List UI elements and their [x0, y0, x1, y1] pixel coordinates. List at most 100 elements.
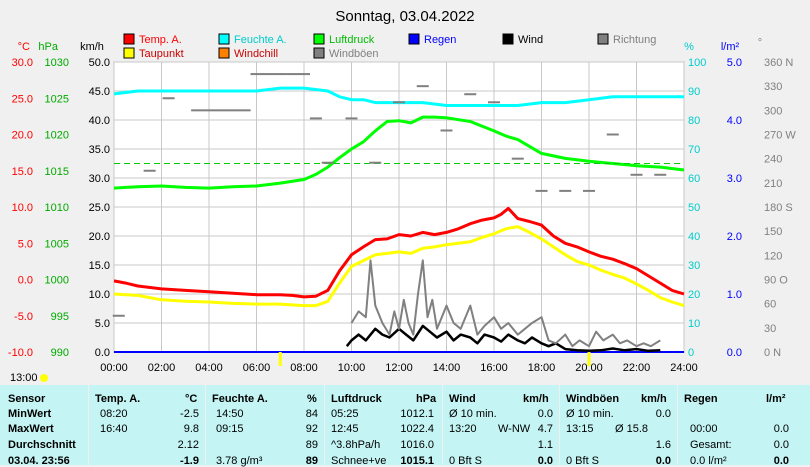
humidity-tick-label: 50 — [688, 202, 700, 214]
series-richtung-point — [226, 109, 239, 112]
header-rain: Regen — [684, 393, 718, 405]
header-press: Luftdruck — [331, 393, 382, 405]
humidity-tick-label: 20 — [688, 289, 700, 301]
direction-tick-label: 180 S — [764, 202, 793, 214]
humidity-tick-label: 0 — [688, 347, 694, 359]
temp-tick-label: -5.0 — [14, 311, 33, 323]
legend-swatch — [218, 47, 230, 59]
temp-tick-label: 30.0 — [12, 57, 33, 69]
stat-wind-value: 1.1 — [537, 439, 553, 451]
stat-rain-time: 0.0 l/m² — [690, 455, 727, 467]
direction-tick-label: 330 — [764, 81, 782, 93]
legend-swatch — [597, 33, 609, 45]
series-richtung-point — [393, 101, 405, 104]
series-richtung-point — [274, 73, 287, 76]
legend-label: Luftdruck — [329, 34, 375, 46]
legend-swatch — [502, 33, 514, 45]
stat-press-value: 1022.4 — [400, 423, 434, 435]
series-richtung-point — [559, 189, 572, 192]
temp-tick-label: 5.0 — [18, 238, 33, 250]
humidity-tick-label: 70 — [688, 144, 700, 156]
legend: Temp. A. Feuchte A. Luftdruck Regen Wind Rich… — [123, 33, 656, 60]
rain-unit-label: l/m² — [721, 41, 740, 53]
legend-label: Windböen — [329, 48, 379, 60]
series-richtung-point — [298, 73, 310, 76]
stat-rain-time: Gesamt: — [690, 439, 732, 451]
header-wind: Wind — [449, 393, 476, 405]
legend-label: Feuchte A. — [234, 34, 287, 46]
stat-rain-value: 0.0 — [773, 423, 789, 435]
humidity-tick-label: 80 — [688, 115, 700, 127]
series-feuchte-a- — [113, 86, 684, 107]
legend-label: Wind — [518, 34, 543, 46]
stat-temp-value: 2.12 — [177, 439, 199, 451]
stat-press-time: 05:25 — [331, 408, 359, 420]
stat-hum-value: 89 — [305, 439, 318, 451]
wind-tick-label: 25.0 — [89, 202, 110, 214]
direction-tick-label: 30 — [764, 323, 776, 335]
humidity-tick-label: 30 — [688, 260, 700, 272]
stat-hum-value: 84 — [305, 408, 318, 420]
series-richtung-point — [630, 173, 643, 176]
pressure-tick-label: 1020 — [45, 130, 69, 142]
chart-title: Sonntag, 03.04.2022 — [335, 8, 474, 25]
direction-tick-label: 270 W — [764, 130, 796, 142]
sun-time-label: 13:00 — [10, 372, 38, 384]
humidity-tick-label: 40 — [688, 231, 700, 243]
stat-rain-value: 0.0 — [773, 439, 789, 451]
pressure-tick-label: 1015 — [45, 166, 69, 178]
direction-tick-label: 360 N — [764, 57, 793, 69]
legend-swatch — [123, 47, 135, 59]
stat-gust-time: Ø 10 min. — [566, 408, 614, 420]
stat-temp-time: 08:20 — [100, 408, 128, 420]
legend-label: Taupunkt — [139, 48, 184, 60]
rain-tick-label: 0.0 — [727, 347, 742, 359]
header-gust-unit: km/h — [641, 393, 667, 405]
series-windb-en — [350, 259, 661, 348]
pressure-tick-label: 1005 — [45, 238, 69, 250]
stat-gust-value: 0.0 — [655, 408, 671, 420]
temp-unit-label: °C — [18, 41, 30, 53]
header-temp-unit: °C — [185, 393, 198, 405]
pressure-unit-label: hPa — [38, 41, 58, 53]
series-wind — [345, 324, 661, 353]
direction-tick-label: 0 N — [764, 347, 781, 359]
temp-tick-label: 0.0 — [18, 275, 33, 287]
sunset-marker — [587, 352, 591, 366]
series-richtung-point — [286, 73, 299, 76]
stat-rain-value: 0.0 — [773, 455, 789, 467]
series-richtung-point — [464, 93, 477, 96]
legend-swatch — [408, 33, 420, 45]
series-richtung-point — [440, 129, 453, 132]
header-wind-unit: km/h — [523, 393, 549, 405]
wind-tick-label: 0.0 — [95, 347, 110, 359]
stat-row-label: MinWert — [8, 408, 52, 420]
tick-labels: 30.025.020.015.010.05.00.0-5.0-10.010301… — [8, 57, 796, 374]
time-markers: 13:00 — [10, 352, 591, 384]
legend-swatch — [313, 33, 325, 45]
stat-press-time: ^3.8hPa/h — [331, 439, 381, 451]
stat-hum-value: 92 — [305, 423, 318, 435]
series-richtung-point — [511, 157, 524, 160]
stat-gust-value: 0.0 — [655, 455, 671, 467]
header-rain-unit: l/m² — [766, 393, 786, 405]
header-sensor: Sensor — [8, 393, 46, 405]
time-tick-label: 00:00 — [100, 362, 128, 374]
series-richtung-point — [250, 73, 263, 76]
temp-tick-label: 25.0 — [12, 93, 33, 105]
time-tick-label: 10:00 — [338, 362, 366, 374]
pressure-tick-label: 1030 — [45, 57, 69, 69]
rain-tick-label: 1.0 — [727, 289, 742, 301]
legend-swatch — [218, 33, 230, 45]
stat-gust-time: 13:15 — [566, 423, 594, 435]
series-richtung-point — [369, 161, 382, 164]
stat-rain-time: 00:00 — [690, 423, 718, 435]
stat-hum-value: 89 — [305, 455, 318, 467]
series-richtung-point — [416, 85, 429, 88]
stat-wind-value: 0.0 — [537, 455, 553, 467]
statistics-table: Sensor Temp. A. °C Feuchte A. % Luftdruc… — [0, 385, 810, 467]
humidity-tick-label: 10 — [688, 318, 700, 330]
wind-tick-label: 30.0 — [89, 173, 110, 185]
time-tick-label: 18:00 — [528, 362, 556, 374]
wind-unit-label: km/h — [80, 41, 104, 53]
